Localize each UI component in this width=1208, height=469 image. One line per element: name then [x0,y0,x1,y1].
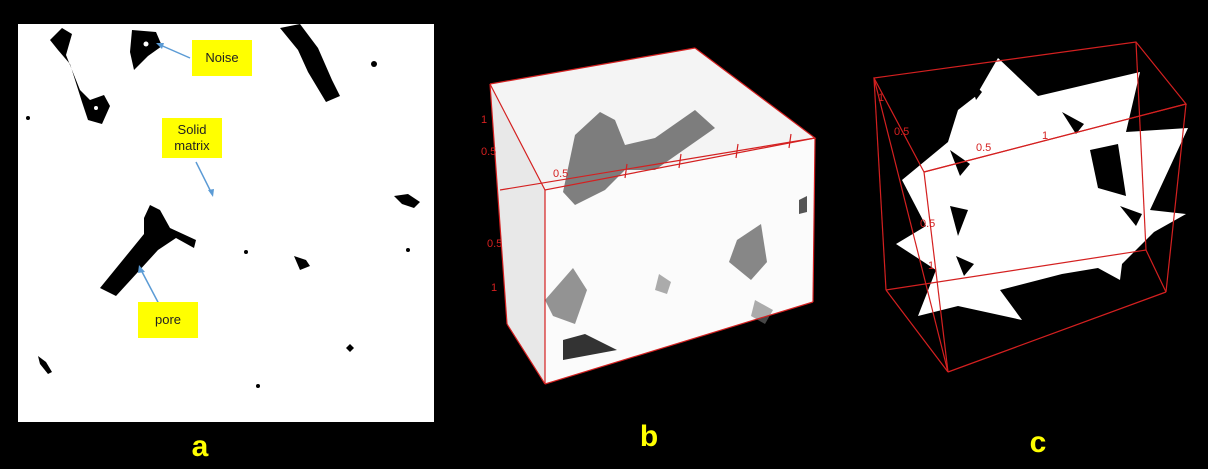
panel-b-letter: b [639,420,659,453]
panel-a-letter: a [191,430,209,463]
orthoslice-render-c [873,41,1188,373]
axis-label-c-6: 1 [928,260,935,272]
pore-callout: pore [138,302,198,338]
axis-label-c-4: 1 [1042,130,1049,142]
axis-label-c-1: 1 [878,92,885,104]
panel-b: 1 0.5 0.5 0.5 1 b [455,0,845,469]
panel-c-letter: c [1029,426,1047,459]
axis-label-b-2: 0.5 [481,146,497,158]
axis-label-b-4: 0.5 [487,238,503,250]
solid-matrix-callout: Solid matrix [162,118,222,158]
axis-label-c-2: 0.5 [894,126,910,138]
panel-a: Noise Solid matrix pore a [0,0,450,469]
binary-slice-image [18,24,434,422]
axis-label-c-3: 0.5 [976,142,992,154]
axis-label-c-5: 0.5 [920,218,936,230]
cube-render-b [489,47,817,385]
axis-label-b-3: 0.5 [553,168,569,180]
panel-c: 1 0.5 0.5 1 0.5 1 c [850,0,1208,469]
noise-callout: Noise [192,40,252,76]
axis-label-b-5: 1 [491,282,498,294]
axis-label-b-1: 1 [481,114,488,126]
